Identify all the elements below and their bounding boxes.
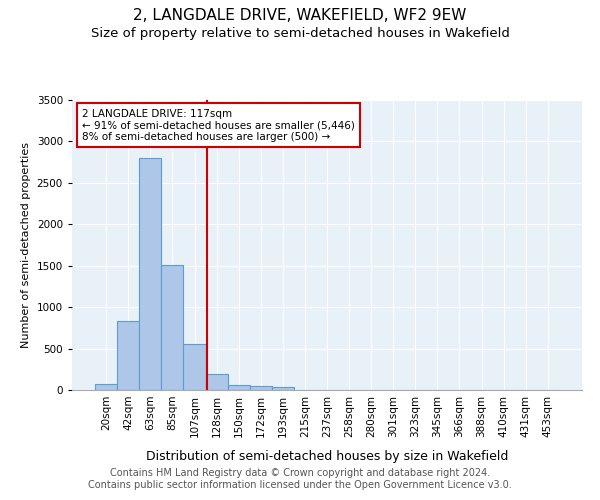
Bar [206,374,227,390]
Bar [184,344,206,390]
Bar [139,158,161,390]
Text: Contains HM Land Registry data © Crown copyright and database right 2024.
Contai: Contains HM Land Registry data © Crown c… [88,468,512,490]
Bar [161,265,184,390]
Bar [272,387,294,390]
Y-axis label: Number of semi-detached properties: Number of semi-detached properties [21,142,31,348]
Bar [95,384,117,390]
Text: 2, LANGDALE DRIVE, WAKEFIELD, WF2 9EW: 2, LANGDALE DRIVE, WAKEFIELD, WF2 9EW [133,8,467,22]
Bar [250,386,272,390]
Bar [227,384,250,390]
Bar [117,321,139,390]
Text: 2 LANGDALE DRIVE: 117sqm
← 91% of semi-detached houses are smaller (5,446)
8% of: 2 LANGDALE DRIVE: 117sqm ← 91% of semi-d… [82,108,355,142]
Text: Size of property relative to semi-detached houses in Wakefield: Size of property relative to semi-detach… [91,28,509,40]
Text: Distribution of semi-detached houses by size in Wakefield: Distribution of semi-detached houses by … [146,450,508,463]
